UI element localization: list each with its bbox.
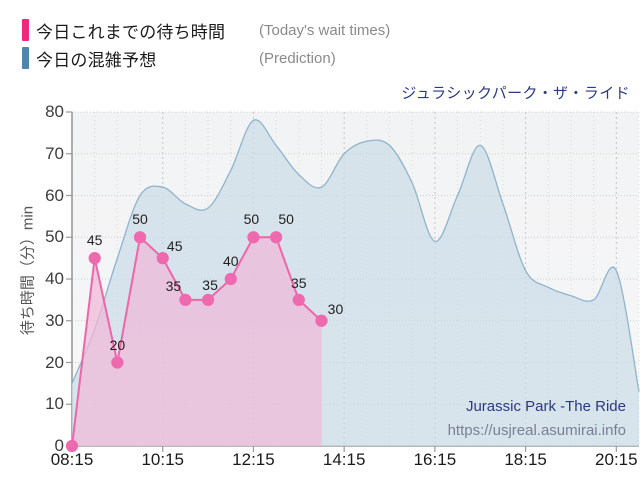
y-tick-40: 40	[45, 269, 64, 288]
actual-point-3	[133, 231, 147, 244]
data-label-11: 30	[327, 300, 344, 317]
actual-point-5	[179, 293, 192, 306]
legend-label-prediction-jp: 今日の混雑予想	[36, 50, 157, 70]
x-tick-1815: 18:15	[504, 450, 547, 469]
actual-point-6	[201, 293, 215, 306]
data-label-10: 35	[291, 274, 307, 291]
actual-point-2	[111, 356, 124, 369]
actual-area	[72, 237, 322, 446]
actual-point-1	[88, 252, 101, 265]
watermark-url: https://usjreal.asumirai.info	[447, 422, 626, 439]
prediction-line	[71, 119, 640, 392]
y-tick-10: 10	[45, 394, 64, 414]
data-label-8: 50	[243, 211, 260, 228]
data-label-2: 20	[109, 336, 126, 353]
y-tick-50: 50	[45, 227, 64, 247]
data-label-4: 45	[166, 238, 183, 255]
legend-item-prediction: 今日の混雑予想 (Prediction)	[22, 44, 336, 72]
data-label-1: 45	[86, 232, 103, 249]
legend-label-actual-jp: 今日これまでの待ち時間	[36, 22, 226, 42]
data-label-9: 50	[278, 211, 294, 228]
chart-canvas	[65, 111, 640, 453]
legend-label-actual-en: (Today's wait times)	[259, 21, 391, 39]
data-label-6: 35	[202, 276, 218, 293]
actual-point-0	[65, 439, 79, 453]
actual-point-11	[315, 314, 328, 327]
chart-legend: 今日これまでの待ち時間 (Today's wait times) 今日の混雑予想…	[22, 16, 390, 72]
actual-point-4	[156, 252, 169, 265]
actual-point-7	[224, 272, 237, 286]
y-tick-30: 30	[45, 310, 64, 330]
data-label-7: 40	[222, 253, 239, 269]
actual-point-9	[270, 231, 283, 244]
x-tick-1415: 14:15	[322, 450, 366, 469]
legend-swatch-prediction	[22, 47, 29, 69]
x-tick-1215: 12:15	[232, 450, 275, 469]
x-tick-0815: 08:15	[50, 450, 94, 469]
legend-swatch-actual	[22, 19, 29, 41]
y-tick-0: 0	[54, 436, 64, 455]
chart-title: ジュラシックパーク・ザ・ライド	[401, 85, 630, 102]
data-label-3: 50	[132, 211, 148, 228]
y-tick-70: 70	[45, 143, 64, 163]
y-axis-ticks: 0 10 20 30 40 50 60 70 80	[0, 100, 64, 500]
y-tick-60: 60	[45, 185, 64, 205]
data-label-5: 35	[165, 277, 182, 294]
x-tick-1015: 10:15	[141, 450, 184, 469]
x-tick-1615: 16:15	[413, 450, 457, 469]
y-tick-80: 80	[45, 102, 64, 121]
actual-point-8	[247, 231, 260, 244]
actual-line	[71, 235, 323, 447]
x-tick-2015: 20:15	[595, 450, 638, 469]
legend-label-prediction-en: (Prediction)	[259, 49, 336, 67]
chart-plot-area: 待ち時間（分）min 0 10 20 30 40 50 60 70 80 08:15 10:15 1…	[0, 100, 640, 500]
actual-point-10	[292, 293, 305, 306]
legend-item-actual: 今日これまでの待ち時間 (Today's wait times)	[22, 16, 390, 44]
y-tick-20: 20	[45, 352, 64, 372]
watermark-name: Jurassic Park -The Ride	[465, 398, 626, 415]
